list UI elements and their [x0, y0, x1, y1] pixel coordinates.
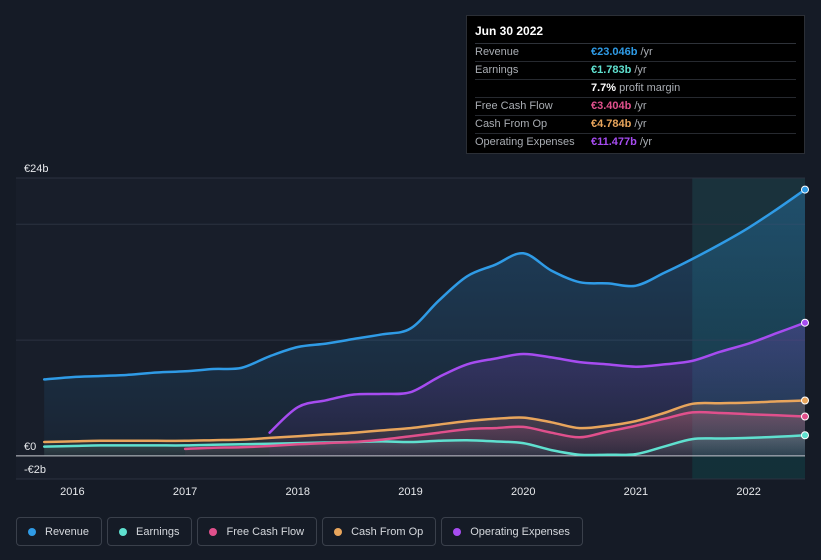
tooltip-label: Free Cash Flow: [475, 100, 553, 112]
tooltip-row: Operating Expenses €11.477b/yr: [475, 134, 796, 151]
tooltip-label: Earnings: [475, 64, 519, 76]
tooltip-value: €3.404b: [591, 100, 632, 112]
legend-label: Cash From Op: [351, 525, 424, 538]
tooltip-row: Earnings €1.783b/yr: [475, 62, 796, 80]
legend-dot-icon: [28, 527, 36, 536]
line-free-cash-flow: [183, 410, 807, 451]
tooltip-unit: /yr: [639, 136, 653, 148]
line-cash-from-op: [42, 399, 807, 444]
line-revenue: [42, 188, 807, 381]
tooltip-label: Revenue: [475, 46, 520, 58]
legend-item-operating-expenses[interactable]: Operating Expenses: [441, 517, 583, 546]
tooltip-row: Free Cash Flow €3.404b/yr: [475, 98, 796, 116]
legend-label: Revenue: [45, 525, 90, 538]
x-tick-label: 2017: [173, 486, 197, 498]
tooltip-row: 7.7% profit margin: [475, 80, 796, 98]
y-tick-label: €0: [24, 441, 36, 453]
x-tick-label: 2021: [624, 486, 648, 498]
x-tick-label: 2022: [736, 486, 760, 498]
legend-item-cash-from-op[interactable]: Cash From Op: [322, 517, 437, 546]
line-operating-expenses: [268, 321, 807, 434]
tooltip-unit: profit margin: [619, 82, 681, 94]
legend-dot-icon: [334, 527, 343, 536]
legend-label: Earnings: [136, 525, 180, 538]
tooltip-value: 7.7%: [591, 82, 617, 94]
tooltip-value: €4.784b: [591, 118, 632, 130]
tooltip-row: Revenue €23.046b/yr: [475, 44, 796, 62]
tooltip-unit: /yr: [634, 100, 647, 112]
tooltip-unit: /yr: [640, 46, 653, 58]
x-tick-label: 2019: [398, 486, 422, 498]
x-tick-label: 2018: [286, 486, 310, 498]
end-point-cash-from-op: [801, 396, 809, 405]
end-point-earnings: [801, 431, 809, 440]
area-operating-expenses: [269, 322, 806, 456]
legend-item-earnings[interactable]: Earnings: [107, 517, 193, 546]
legend-dot-icon: [209, 527, 218, 536]
tooltip-row: Cash From Op €4.784b/yr: [475, 116, 796, 134]
tooltip-date: Jun 30 2022: [475, 24, 796, 44]
tooltip-panel: Jun 30 2022 Revenue €23.046b/yr Earnings €1…: [466, 15, 805, 154]
legend-item-free-cash-flow[interactable]: Free Cash Flow: [197, 517, 318, 546]
legend: Revenue Earnings Free Cash Flow Cash From O…: [16, 517, 583, 546]
y-tick-label: €24b: [24, 163, 48, 175]
x-tick-label: 2016: [60, 486, 84, 498]
tooltip-unit: /yr: [634, 64, 647, 76]
tooltip-label: Cash From Op: [475, 118, 548, 130]
tooltip-value: €11.477b: [591, 136, 637, 148]
end-point-operating-expenses: [801, 318, 809, 327]
legend-dot-icon: [119, 527, 128, 536]
tooltip-value: €23.046b: [591, 46, 638, 58]
tooltip-label: Operating Expenses: [475, 136, 575, 148]
legend-label: Operating Expenses: [470, 525, 570, 538]
legend-label: Free Cash Flow: [226, 525, 305, 538]
line-earnings: [42, 433, 807, 457]
y-tick-label: -€2b: [24, 464, 46, 476]
legend-item-revenue[interactable]: Revenue: [16, 517, 103, 546]
x-tick-label: 2020: [511, 486, 535, 498]
tooltip-value: €1.783b: [591, 64, 632, 76]
tooltip-label: [475, 80, 591, 97]
end-point-free-cash-flow: [801, 412, 809, 421]
end-point-revenue: [801, 185, 809, 194]
legend-dot-icon: [453, 527, 462, 536]
tooltip-unit: /yr: [634, 118, 647, 130]
